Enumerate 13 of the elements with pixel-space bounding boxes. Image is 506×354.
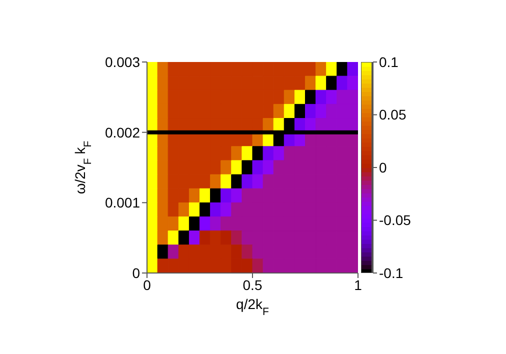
x-axis-title: q/2k$_{F}$ [236,296,269,318]
x-tick-label: 0.5 [242,276,262,293]
color-bar-label: -0.05 [379,212,412,228]
color-bar-label: 0 [379,159,387,176]
y-tick-label: 0.003 [104,54,140,70]
color-bar-label: -0.1 [379,264,404,281]
y-tick-label: 0 [132,264,140,281]
x-tick-label: 0 [143,276,152,293]
y-tick-label: 0.001 [104,194,140,211]
color-bar-label: 0.05 [379,106,406,123]
color-bar-label: 0.1 [379,54,399,70]
x-tick-label: 1 [354,276,362,293]
y-tick-label: 0.002 [104,124,140,140]
